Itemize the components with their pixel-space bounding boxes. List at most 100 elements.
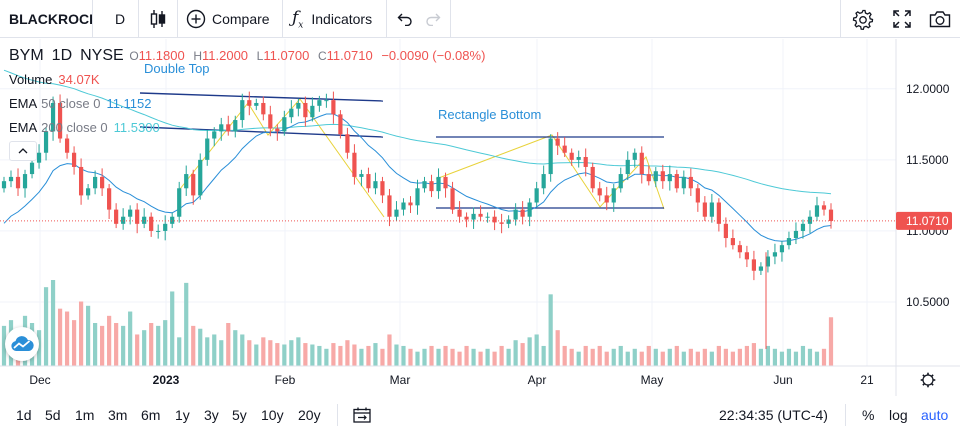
- ema50-legend-params: 50 close 0: [41, 96, 101, 111]
- volume-bar: [212, 334, 217, 366]
- candle-body: [261, 102, 266, 115]
- candle-body: [422, 181, 427, 189]
- toolbar-divider: [386, 0, 387, 38]
- volume-bar: [338, 345, 343, 366]
- legend-symbol[interactable]: BYM: [9, 47, 44, 64]
- candle-body: [296, 102, 301, 109]
- compare-button[interactable]: Compare: [186, 0, 270, 38]
- snapshot-button[interactable]: [928, 0, 952, 38]
- volume-bar: [681, 351, 686, 366]
- volume-bar: [485, 348, 490, 366]
- log-scale-button[interactable]: log: [889, 406, 908, 423]
- volume-bar: [149, 323, 154, 366]
- candle-body: [807, 216, 813, 224]
- ema50-legend[interactable]: EMA 50 close 0 11.1152: [9, 96, 152, 111]
- price-tick-label: 11.5000: [906, 153, 949, 167]
- candle-body: [408, 202, 413, 206]
- redo-button[interactable]: [424, 0, 442, 38]
- legend-collapse-button[interactable]: [9, 141, 37, 161]
- volume-bar: [618, 345, 623, 366]
- fullscreen-button[interactable]: [890, 0, 914, 38]
- candle-body: [29, 162, 35, 175]
- volume-bar: [57, 308, 63, 366]
- candle-body: [590, 166, 595, 189]
- candle-body: [114, 209, 119, 224]
- volume-bar: [660, 351, 665, 366]
- candle-body: [786, 238, 792, 246]
- candle-body: [22, 174, 28, 189]
- ema50-legend-label: EMA: [9, 96, 38, 111]
- candles-icon: [150, 10, 166, 28]
- candles: [1, 91, 834, 349]
- volume-bar: [786, 348, 792, 366]
- volume-bar: [730, 351, 735, 366]
- candle-body: [443, 176, 448, 189]
- range-button-10y[interactable]: 10y: [261, 406, 284, 423]
- candle-body: [527, 202, 532, 217]
- candle-body: [534, 188, 539, 203]
- candle-body: [506, 219, 511, 224]
- range-button-5d[interactable]: 5d: [45, 406, 61, 423]
- volume-bar: [716, 345, 721, 366]
- volume-bar: [198, 328, 203, 366]
- candle-body: [324, 100, 329, 102]
- candle-body: [57, 102, 63, 139]
- last-price-label: 11.0710: [906, 214, 949, 228]
- range-button-3y[interactable]: 3y: [204, 406, 219, 423]
- candle-body: [36, 152, 42, 163]
- tradingview-logo[interactable]: [5, 327, 39, 361]
- settings-button[interactable]: [851, 0, 875, 38]
- volume-bar: [513, 340, 518, 366]
- range-button-1d[interactable]: 1d: [16, 406, 32, 423]
- percent-scale-button[interactable]: %: [862, 406, 875, 423]
- candle-body: [338, 114, 343, 135]
- candle-body: [695, 188, 700, 203]
- candle-body: [205, 138, 210, 160]
- candle-body: [163, 223, 168, 231]
- go-to-date-button[interactable]: [353, 396, 371, 433]
- legend-close-value: 11.0710: [326, 48, 373, 63]
- legend-interval: 1D: [51, 47, 73, 64]
- auto-scale-button[interactable]: auto: [921, 406, 949, 423]
- volume-legend[interactable]: Volume 34.07K: [9, 72, 100, 87]
- candle-body: [702, 202, 707, 217]
- symbol-search-button[interactable]: BLACKROCK: [9, 11, 92, 27]
- camera-icon: [929, 11, 951, 28]
- candle-body: [387, 195, 392, 217]
- volume-bar: [359, 348, 364, 366]
- range-button-1y[interactable]: 1y: [175, 406, 190, 423]
- volume-bar: [275, 343, 280, 366]
- volume-bar: [821, 348, 827, 366]
- candle-body: [331, 100, 336, 115]
- undo-button[interactable]: [396, 0, 414, 38]
- annotation-double-top: Double Top: [144, 61, 210, 76]
- price-chart[interactable]: Double Top Rectangle Bottom 12.0000 11.500…: [0, 39, 960, 396]
- candle-body: [240, 100, 245, 121]
- candle-body: [177, 188, 182, 217]
- top-toolbar: BLACKROCK D Compare ƒx Indicators: [0, 0, 960, 38]
- range-button-5y[interactable]: 5y: [232, 406, 247, 423]
- timezone-clock[interactable]: 22:34:35 (UTC-4): [719, 406, 828, 423]
- volume-bar: [268, 340, 273, 366]
- ema200-legend[interactable]: EMA 200 close 0 11.5300: [9, 120, 160, 135]
- range-button-1m[interactable]: 1m: [75, 406, 95, 423]
- candle-body: [583, 157, 588, 167]
- volume-bar: [170, 291, 175, 366]
- volume-legend-label: Volume: [9, 72, 53, 87]
- volume-bar: [828, 317, 834, 366]
- indicators-button[interactable]: ƒx Indicators: [292, 0, 372, 38]
- volume-bar: [226, 323, 231, 366]
- candle-body: [737, 245, 742, 253]
- chart-type-button[interactable]: [146, 0, 170, 38]
- range-button-6m[interactable]: 6m: [141, 406, 161, 423]
- candle-body: [380, 181, 385, 196]
- range-button-20y[interactable]: 20y: [298, 406, 321, 423]
- interval-button[interactable]: D: [114, 11, 126, 27]
- time-axis[interactable]: Dec 2023 Feb Mar Apr May Jun 21: [0, 365, 960, 388]
- candle-body: [366, 174, 371, 189]
- candle-body: [667, 174, 672, 182]
- candle-body: [401, 202, 406, 210]
- range-button-3m[interactable]: 3m: [108, 406, 128, 423]
- volume-bar: [541, 345, 546, 366]
